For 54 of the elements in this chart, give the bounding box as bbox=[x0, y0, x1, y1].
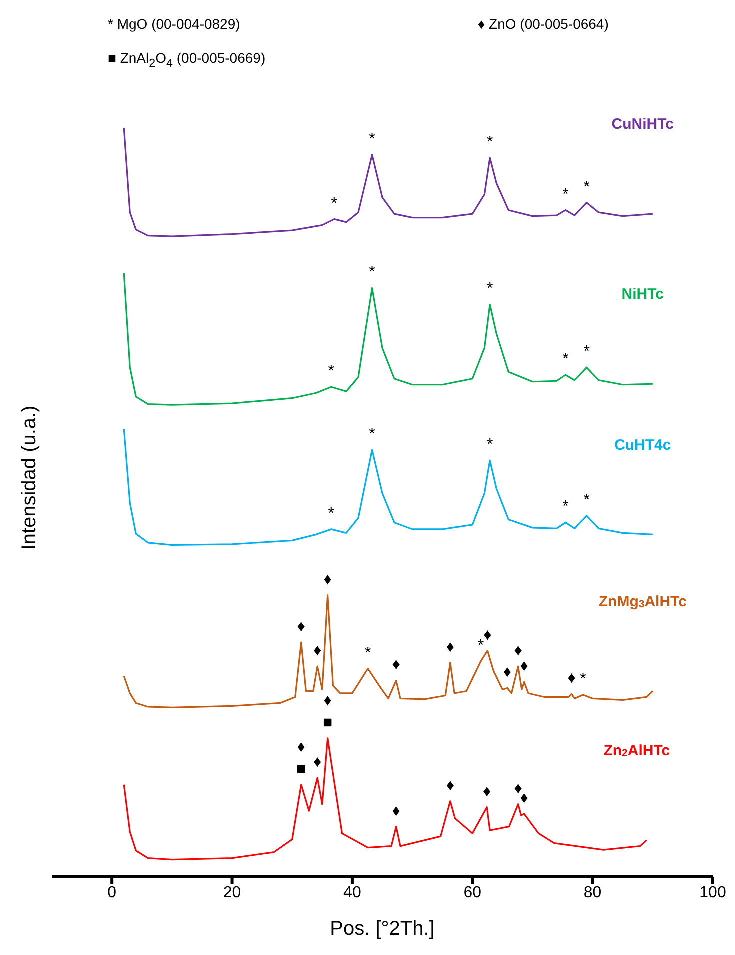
annotation: ♦ bbox=[392, 656, 400, 674]
x-tick-label: 20 bbox=[223, 884, 242, 902]
annotation: ♦ bbox=[446, 638, 454, 656]
x-tick-label: 60 bbox=[464, 884, 482, 902]
annotation: ♦ bbox=[503, 664, 512, 681]
annotation: * bbox=[562, 186, 569, 203]
annotation: * bbox=[584, 491, 590, 508]
x-tick-label: 0 bbox=[108, 884, 117, 902]
annotation: ♦ bbox=[324, 692, 332, 709]
annotation: ♦ bbox=[297, 738, 306, 756]
annotation: * bbox=[580, 670, 586, 688]
x-tick-label: 100 bbox=[700, 884, 726, 902]
annotation: * bbox=[584, 178, 590, 196]
text: NiHTc bbox=[622, 286, 664, 303]
annotation: ♦ bbox=[392, 802, 400, 820]
annotation: ♦ bbox=[314, 642, 322, 660]
annotation: * bbox=[331, 194, 338, 212]
text: ■ ZnAl$_{2}$O$_{4}$ (00-005-0669) bbox=[108, 50, 266, 70]
x-axis-title: Pos. [°2Th.] bbox=[330, 918, 435, 940]
annotation: ♦ bbox=[568, 670, 576, 687]
annotation: ♦ bbox=[324, 570, 332, 588]
annotation: ♦ bbox=[482, 782, 492, 800]
annotation: ♦ bbox=[514, 780, 522, 797]
text: * MgO (00-004-0829) bbox=[108, 16, 240, 32]
annotation: * bbox=[486, 436, 494, 454]
text: ZnMg$_{3}$AlHTc bbox=[598, 592, 687, 611]
annotation: * bbox=[369, 130, 376, 148]
annotation: * bbox=[328, 362, 335, 380]
text: ♦ ZnO (00-005-0664) bbox=[478, 16, 609, 32]
annotation: * bbox=[486, 133, 494, 150]
annotation: ♦ bbox=[314, 754, 322, 771]
x-tick-label: 80 bbox=[584, 884, 602, 902]
annotation: ■ bbox=[322, 714, 333, 731]
annotation: ■ bbox=[296, 760, 306, 778]
annotation: * bbox=[562, 498, 569, 516]
x-tick-label: 40 bbox=[344, 884, 362, 902]
annotation: ♦ bbox=[520, 658, 528, 675]
text: CuHT4c bbox=[614, 436, 672, 454]
annotation: ♦ bbox=[514, 642, 522, 660]
annotation: * bbox=[328, 504, 335, 522]
annotation: * bbox=[369, 426, 376, 443]
annotation: * bbox=[364, 644, 372, 662]
annotation: * bbox=[584, 343, 590, 360]
annotation: * bbox=[562, 350, 569, 368]
annotation: ♦ bbox=[520, 790, 528, 807]
annotation: ♦ bbox=[297, 618, 306, 636]
annotation: * bbox=[478, 636, 484, 654]
annotation: ♦ bbox=[484, 626, 492, 644]
text: Zn$_{2}$AlHTc bbox=[604, 742, 670, 760]
annotation: ♦ bbox=[446, 776, 454, 794]
annotation: * bbox=[486, 280, 494, 298]
text: CuNiHTc bbox=[612, 116, 674, 133]
y-axis-title: Intensidad (u.a.) bbox=[18, 406, 40, 550]
annotation: * bbox=[369, 264, 376, 281]
